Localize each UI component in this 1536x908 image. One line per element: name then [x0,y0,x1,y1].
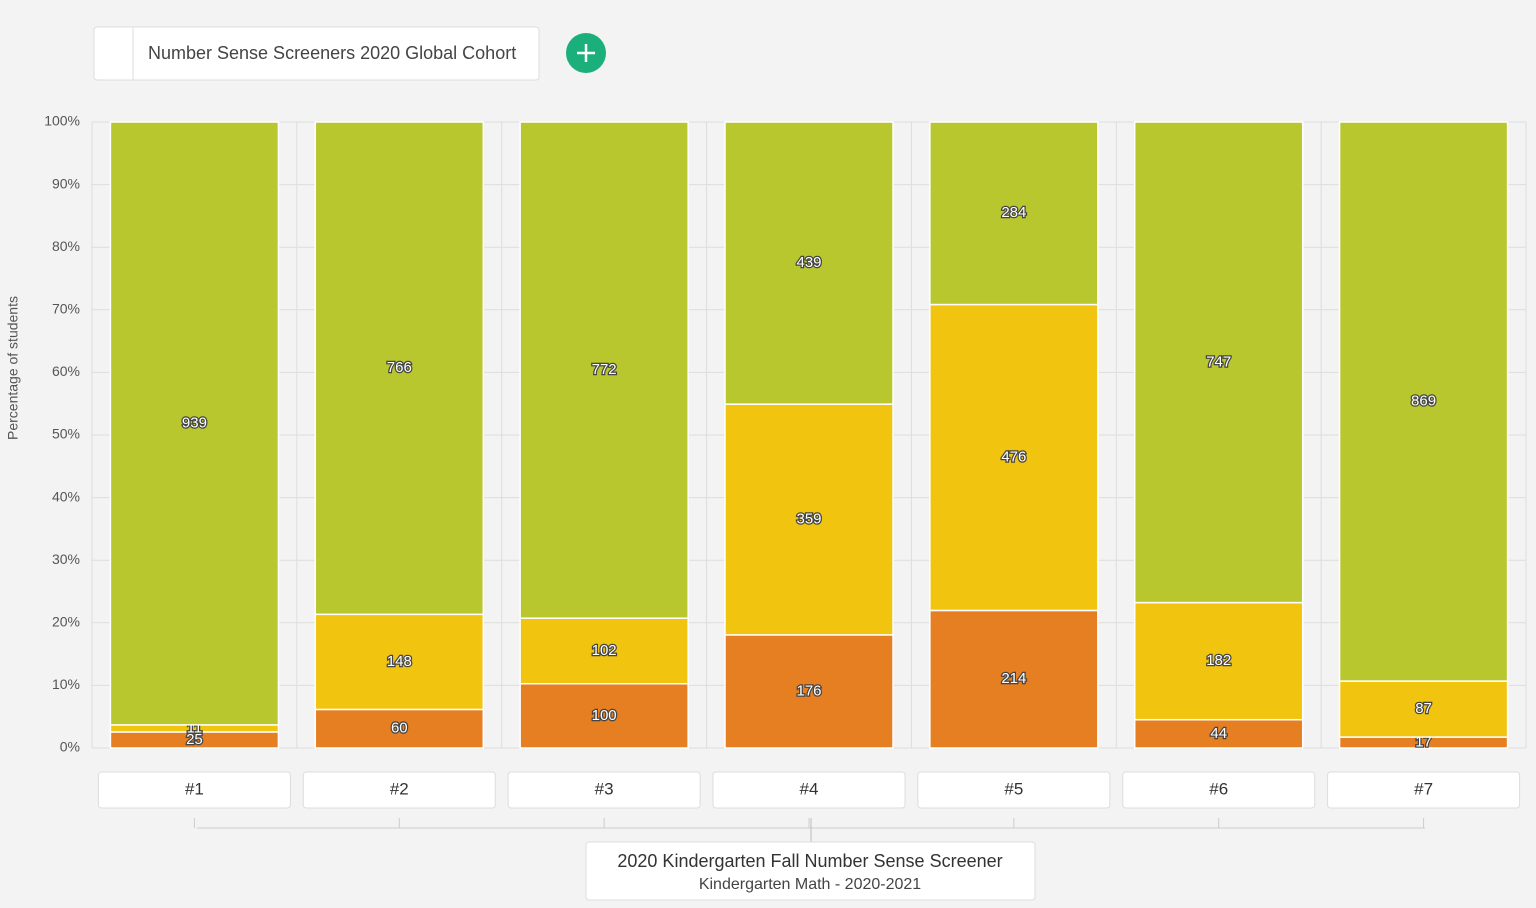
x-tick-label: #6 [1209,779,1228,798]
x-tick-label: #3 [595,779,614,798]
value-label: 772 [592,361,617,378]
y-axis-label: Percentage of students [5,296,21,440]
category-button[interactable] [507,771,701,809]
bar-segment [519,617,689,685]
y-tick-label: 80% [52,238,80,254]
value-label: 476 [1001,448,1026,465]
value-label: 747 [1206,353,1231,370]
value-label: 100 [592,707,617,724]
value-label: 44 [1210,725,1227,742]
bar-segment [929,609,1099,749]
x-tick-label: #2 [390,779,409,798]
bar-segment [1133,121,1304,604]
bar-segment [519,121,689,619]
bar-segment [314,121,485,616]
value-label: 182 [1206,652,1231,669]
value-label: 284 [1001,204,1026,221]
bar-segment [929,121,1099,306]
y-tick-label: 50% [52,426,80,442]
cohort-name: Number Sense Screeners 2020 Global Cohor… [148,43,516,63]
y-tick-label: 40% [52,488,80,504]
value-label: 176 [796,682,821,699]
value-label: 439 [796,254,821,271]
bar-segment [519,682,689,749]
x-tick-label: #5 [1004,779,1023,798]
category-button[interactable] [712,771,906,809]
value-label: 766 [387,359,412,376]
bar-segment [724,634,894,749]
category-button[interactable] [97,771,291,809]
value-label: 869 [1411,393,1436,410]
y-tick-label: 90% [52,175,80,191]
group-title: 2020 Kindergarten Fall Number Sense Scre… [617,851,1002,871]
x-tick-label: #7 [1414,779,1433,798]
bar-segment [109,121,280,726]
y-tick-label: 30% [52,551,80,567]
x-tick-label: #4 [800,779,819,798]
value-label: 359 [796,510,821,527]
value-label: 939 [182,414,207,431]
bar-segment [1338,121,1509,682]
bar-segment [1133,601,1304,721]
y-tick-label: 70% [52,301,80,317]
category-button[interactable] [1327,771,1521,809]
y-tick-label: 20% [52,614,80,630]
value-label: 102 [592,642,617,659]
y-tick-label: 100% [44,113,80,129]
value-label: 148 [387,653,412,670]
y-tick-label: 60% [52,363,80,379]
cohort-chip[interactable] [93,26,540,81]
group-subtitle: Kindergarten Math - 2020-2021 [699,876,921,893]
bar-segment [929,303,1099,612]
y-tick-label: 0% [60,739,80,755]
value-label: 25 [186,731,203,748]
bar-segment [724,121,894,405]
bar-segment [724,403,894,636]
category-button[interactable] [917,771,1111,809]
category-button[interactable] [1122,771,1316,809]
x-tick-label: #1 [185,779,204,798]
y-tick-label: 10% [52,676,80,692]
add-icon [577,44,595,62]
bar-segment [314,613,485,711]
value-label: 60 [391,720,408,737]
group-box [585,841,1036,901]
value-label: 87 [1415,700,1432,717]
category-button[interactable] [302,771,496,809]
bar-segment [314,708,485,749]
value-label: 214 [1001,670,1026,687]
